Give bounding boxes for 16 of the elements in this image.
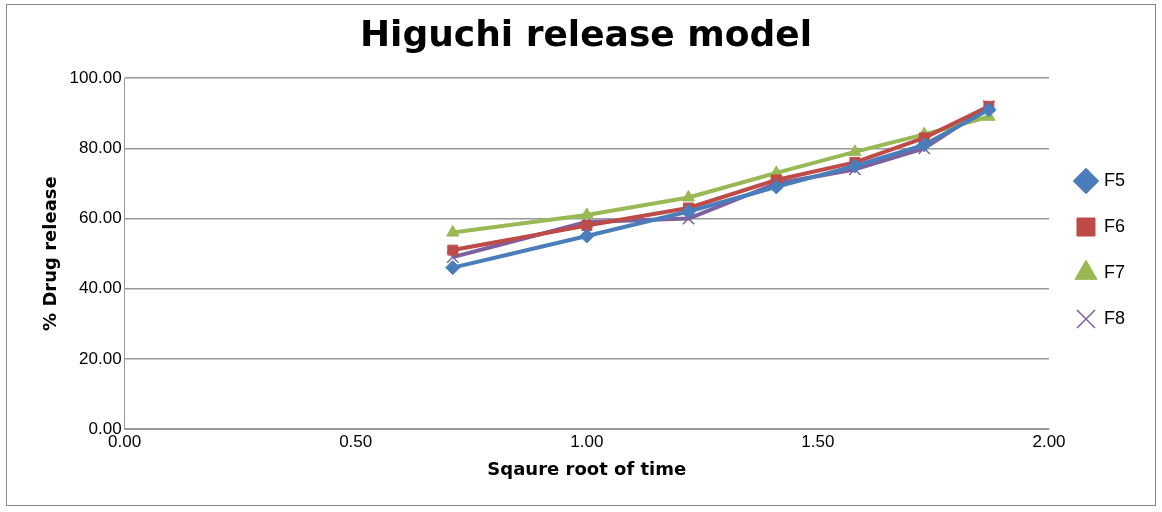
legend-label: F7: [1103, 261, 1126, 282]
y-tick-label: 40.00: [79, 278, 122, 298]
y-tick-label: 20.00: [79, 348, 122, 368]
x-tick-label: 1.00: [570, 431, 604, 451]
legend-label: F6: [1103, 215, 1126, 236]
y-tick-label: 100.00: [69, 67, 122, 87]
legend-label: F8: [1103, 307, 1126, 328]
x-tick-label: 0.50: [339, 431, 373, 451]
y-tick-label: 60.00: [79, 208, 122, 228]
legend-label: F5: [1103, 169, 1126, 190]
x-tick-label: 2.00: [1032, 431, 1066, 451]
y-axis-title: % Drug release: [39, 176, 61, 331]
x-axis-title: Sqaure root of time: [487, 457, 687, 479]
y-tick-label: 80.00: [79, 138, 122, 158]
x-tick-label: 1.50: [801, 431, 835, 451]
chart-title: Higuchi release model: [359, 12, 813, 54]
